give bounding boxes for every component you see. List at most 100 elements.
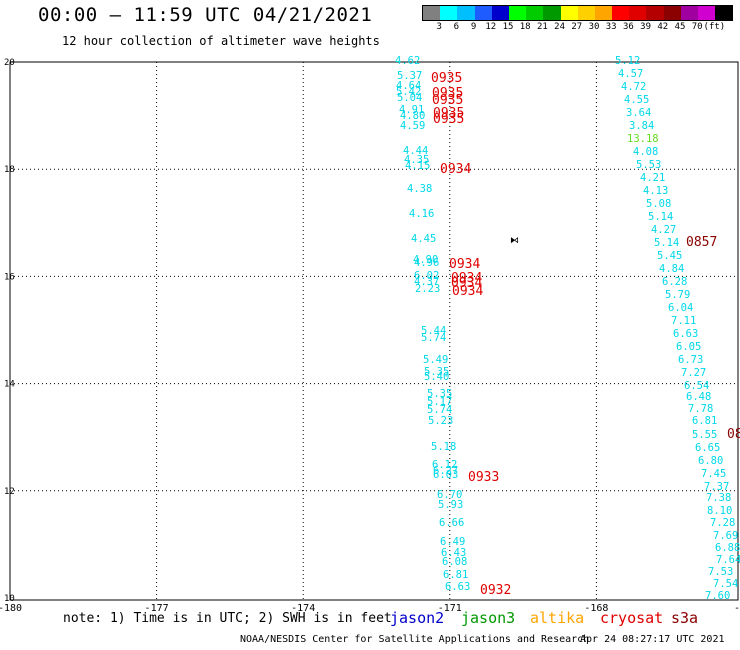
- legend-swatch: [423, 6, 441, 20]
- wave-height-value: 5.79: [665, 289, 690, 301]
- legend-swatch: [526, 6, 544, 20]
- wave-height-value: 4.57: [618, 68, 643, 80]
- map-title: 00:00 – 11:59 UTC 04/21/2021: [38, 4, 373, 26]
- wave-height-value: 6.05: [676, 341, 701, 353]
- latitude-tick-label: 10: [4, 594, 15, 604]
- wave-height-value: 4.62: [395, 55, 420, 67]
- satellite-label-jason2: jason2: [390, 609, 445, 627]
- wave-height-value: 5.14: [654, 237, 679, 249]
- observation-time-label: 0934: [449, 257, 480, 272]
- wave-height-value: 5.74: [427, 404, 452, 416]
- wave-height-value: 4.91: [399, 104, 424, 116]
- longitude-tick-label: -171: [438, 603, 462, 614]
- observation-time-label: 0934: [451, 271, 482, 286]
- wave-height-value: 6.48: [686, 391, 711, 403]
- wave-height-value: 5.42: [396, 86, 421, 98]
- satellite-label-jason3: jason3: [461, 609, 516, 627]
- wave-height-value: 5.55: [692, 429, 717, 441]
- wave-height-value: 6.28: [662, 276, 687, 288]
- legend-label: 3: [436, 22, 442, 32]
- wave-height-value: 7.64: [716, 554, 740, 566]
- wave-height-value: 6.66: [439, 517, 464, 529]
- observation-time-label: 0935: [432, 93, 463, 108]
- legend-swatch: [663, 6, 681, 20]
- legend-label: 33: [605, 22, 617, 32]
- wave-height-value: 5.40: [424, 371, 449, 383]
- wave-height-value: 4.90: [413, 254, 438, 266]
- wave-height-value: 7.54: [713, 578, 738, 590]
- wave-height-value: 4.45: [411, 233, 436, 245]
- wave-height-value: 7.60: [705, 590, 730, 602]
- wave-height-value: 6.08: [442, 556, 467, 568]
- wave-height-value: 5.93: [438, 499, 463, 511]
- wave-height-value: 3.84: [629, 120, 654, 132]
- wave-height-value: 4.37: [414, 276, 439, 288]
- legend-label: 18: [519, 22, 531, 32]
- location-marker: ⧑: [510, 236, 519, 246]
- wave-height-value: 4.72: [621, 81, 646, 93]
- satellite-label-s3a: s3a: [671, 609, 699, 627]
- wave-height-value: 5.17: [427, 396, 452, 408]
- wave-height-value: 5.14: [648, 211, 673, 223]
- observation-time-label: 0934: [452, 284, 483, 299]
- wave-height-value: 5.49: [423, 354, 448, 366]
- wave-height-value: 6.80: [698, 455, 723, 467]
- legend-swatch: [646, 6, 664, 20]
- wave-height-value: 13.18: [627, 133, 659, 145]
- wave-height-value: 4.15: [405, 160, 430, 172]
- observation-time-label: 0857: [686, 235, 717, 250]
- legend-swatch: [577, 6, 595, 20]
- wave-height-value: 5.37: [397, 70, 422, 82]
- longitude-tick-label: -180: [0, 603, 22, 614]
- wave-height-value: 4.38: [407, 183, 432, 195]
- wave-height-value: 5.23: [428, 415, 453, 427]
- wave-height-value: 7.37: [704, 481, 729, 493]
- legend-swatch: [440, 6, 458, 20]
- wave-height-value: 6.81: [443, 569, 468, 581]
- wave-height-value: 5.35: [427, 388, 452, 400]
- wave-height-value: 4.96: [414, 257, 439, 269]
- wave-height-value: 7.38: [706, 492, 731, 504]
- wave-height-value: 4.80: [400, 110, 425, 122]
- latitude-tick-label: 14: [4, 380, 15, 390]
- legend-label: 30: [588, 22, 600, 32]
- observation-time-label: 0933: [468, 470, 499, 485]
- legend-label: 9: [470, 22, 477, 32]
- latitude-tick-label: 18: [4, 165, 15, 175]
- legend-swatch: [491, 6, 509, 20]
- satellite-label-altika: altika: [530, 609, 585, 627]
- color-scale-legend: [422, 5, 734, 21]
- latitude-tick-label: 16: [4, 272, 15, 282]
- wave-height-value: 4.21: [640, 172, 665, 184]
- wave-height-value: 6.73: [678, 354, 703, 366]
- wave-height-value: 7.28: [710, 517, 735, 529]
- legend-label: 24: [554, 22, 566, 32]
- longitude-tick-label: -16: [734, 603, 740, 614]
- wave-height-value: 6.65: [695, 442, 720, 454]
- wave-height-value: 6.03: [433, 469, 458, 481]
- wave-height-value: 6.70: [437, 489, 462, 501]
- legend-label: 12: [485, 22, 497, 32]
- wave-height-value: 5.44: [421, 325, 446, 337]
- wave-height-value: 6.43: [441, 547, 466, 559]
- observation-time-label: 0935: [433, 106, 464, 121]
- legend-label: 15: [502, 22, 514, 32]
- wave-height-value: 5.74: [421, 332, 446, 344]
- legend-swatch: [715, 6, 733, 20]
- wave-height-value: 6.81: [692, 415, 717, 427]
- map-frame: [9, 61, 739, 601]
- credit-line: NOAA/NESDIS Center for Satellite Applica…: [240, 634, 590, 645]
- legend-label: 6: [453, 22, 460, 32]
- observation-time-label: 0935: [433, 112, 464, 127]
- legend-swatch: [612, 6, 630, 20]
- color-scale-labels: 3 6 9 12 15 18 21 24 27 30 33 36 39 42 45 70 (ft): [422, 22, 732, 34]
- wave-height-value: 5.18: [431, 441, 456, 453]
- wave-height-value: 4.27: [651, 224, 676, 236]
- legend-swatch: [508, 6, 527, 20]
- wave-height-value: 5.08: [646, 198, 671, 210]
- wave-height-value: 6.88: [715, 542, 740, 554]
- observation-time-label: 0935: [431, 71, 462, 86]
- satellite-label-cryosat: cryosat: [600, 609, 664, 627]
- wave-height-value: 4.35: [404, 154, 429, 166]
